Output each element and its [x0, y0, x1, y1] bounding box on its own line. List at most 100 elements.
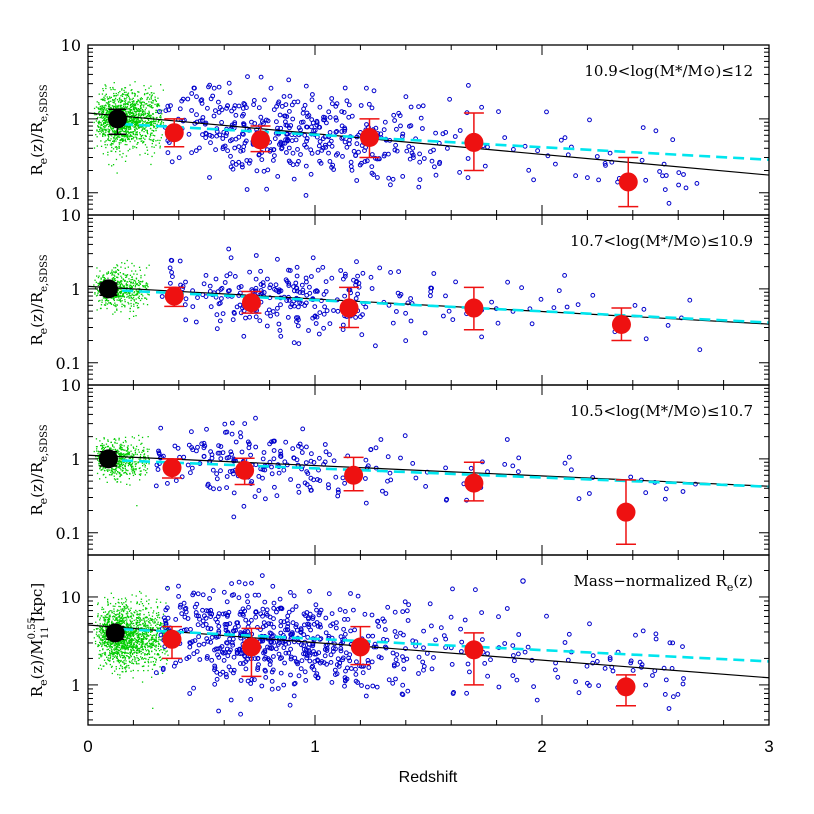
local-galaxy-point	[121, 444, 123, 446]
local-galaxy-point	[124, 110, 126, 112]
galaxy-point	[218, 456, 224, 462]
local-galaxy-point	[113, 645, 115, 647]
local-galaxy-point	[130, 601, 132, 603]
local-galaxy-point	[100, 626, 102, 629]
galaxy-point	[347, 287, 353, 293]
local-galaxy-point	[124, 128, 126, 130]
binned-median-point	[339, 298, 359, 318]
local-galaxy-point	[121, 88, 123, 90]
local-galaxy-point	[133, 643, 135, 645]
galaxy-point	[323, 144, 329, 150]
galaxy-point	[278, 333, 284, 339]
local-galaxy-point	[156, 626, 158, 629]
galaxy-point	[253, 253, 259, 258]
galaxy-point	[274, 119, 279, 125]
local-galaxy-point	[104, 644, 106, 647]
galaxy-point	[639, 157, 645, 163]
local-galaxy-point	[108, 126, 110, 128]
local-galaxy-point	[132, 281, 134, 283]
local-galaxy-point	[152, 124, 154, 126]
local-galaxy-point	[137, 114, 140, 116]
local-galaxy-point	[123, 286, 125, 288]
local-galaxy-point	[148, 122, 151, 124]
local-galaxy-point	[118, 605, 120, 608]
local-galaxy-point	[124, 651, 126, 653]
galaxy-point	[590, 475, 596, 480]
local-galaxy-point	[119, 150, 121, 152]
galaxy-point	[293, 280, 299, 286]
local-galaxy-point	[142, 455, 145, 458]
local-galaxy-point	[131, 646, 133, 648]
local-galaxy-point	[109, 469, 111, 471]
galaxy-point	[327, 321, 333, 327]
local-galaxy-point	[151, 644, 154, 646]
galaxy-point	[373, 343, 378, 349]
galaxy-point	[296, 341, 302, 347]
local-galaxy-point	[104, 125, 106, 127]
local-galaxy-point	[101, 301, 103, 303]
local-galaxy-point	[138, 434, 140, 437]
local-galaxy-point	[98, 456, 100, 458]
local-galaxy-point	[119, 464, 121, 467]
local-galaxy-point	[140, 107, 143, 109]
local-galaxy-point	[131, 137, 133, 140]
galaxy-point	[195, 295, 200, 301]
local-galaxy-point	[136, 294, 138, 296]
local-galaxy-point	[164, 649, 166, 651]
local-galaxy-point	[106, 469, 108, 471]
galaxy-point	[272, 153, 277, 159]
local-galaxy-point	[137, 627, 139, 629]
local-galaxy-point	[137, 307, 139, 309]
local-galaxy-point	[105, 85, 107, 87]
local-galaxy-point	[128, 111, 131, 113]
local-galaxy-point	[127, 103, 129, 106]
galaxy-point	[245, 439, 251, 445]
local-galaxy-point	[130, 128, 132, 130]
galaxy-point	[302, 132, 308, 138]
galaxy-point	[258, 268, 264, 274]
local-galaxy-point	[112, 313, 114, 315]
local-galaxy-point	[145, 650, 147, 652]
local-galaxy-point	[122, 293, 124, 296]
local-galaxy-point	[142, 295, 144, 297]
local-galaxy-point	[132, 122, 134, 125]
local-galaxy-point	[112, 658, 114, 660]
galaxy-point	[218, 287, 224, 292]
galaxy-point	[569, 467, 574, 473]
local-galaxy-point	[122, 441, 124, 444]
local-galaxy-point	[132, 120, 134, 122]
local-galaxy-point	[107, 470, 109, 472]
galaxy-point	[329, 275, 335, 281]
local-galaxy-point	[118, 296, 120, 298]
galaxy-point	[248, 452, 254, 458]
local-galaxy-point	[134, 658, 136, 660]
local-galaxy-point	[118, 297, 120, 299]
galaxy-point	[323, 449, 329, 455]
galaxy-point	[303, 275, 309, 281]
galaxy-point	[640, 125, 646, 130]
local-galaxy-point	[125, 647, 127, 649]
local-galaxy-point	[105, 140, 107, 142]
galaxy-point	[229, 108, 235, 114]
galaxy-point	[214, 471, 220, 477]
galaxy-point	[199, 118, 205, 123]
local-galaxy-point	[134, 451, 137, 453]
local-galaxy-point	[103, 447, 105, 450]
galaxy-point	[353, 315, 359, 320]
local-galaxy-point	[118, 653, 120, 655]
local-galaxy-point	[108, 643, 110, 645]
local-galaxy-point	[104, 621, 106, 623]
local-galaxy-point	[124, 632, 126, 634]
local-galaxy-point	[120, 138, 123, 140]
galaxy-point	[566, 454, 572, 460]
local-galaxy-point	[137, 302, 139, 305]
local-galaxy-point	[128, 116, 130, 119]
local-galaxy-point	[118, 644, 120, 646]
local-galaxy-point	[118, 652, 120, 654]
local-galaxy-point	[108, 113, 110, 115]
local-galaxy-point	[138, 467, 140, 470]
local-galaxy-point	[103, 618, 105, 620]
galaxy-point	[275, 256, 280, 262]
